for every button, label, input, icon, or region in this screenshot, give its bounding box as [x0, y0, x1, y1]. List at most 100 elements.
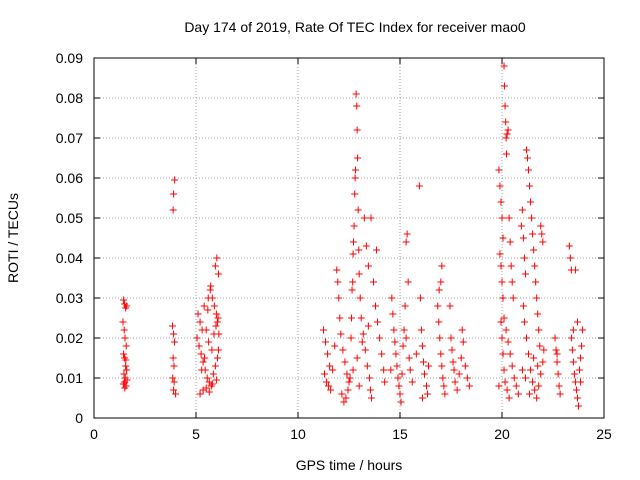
data-point-marker: [522, 334, 530, 342]
data-points: [119, 62, 587, 410]
data-point-marker: [170, 362, 178, 370]
data-point-marker: [396, 390, 404, 398]
data-point-marker: [521, 374, 529, 382]
data-point-marker: [196, 318, 204, 326]
data-point-marker: [372, 302, 380, 310]
data-point-marker: [355, 382, 363, 390]
data-point-marker: [343, 370, 351, 378]
data-point-marker: [393, 362, 401, 370]
data-point-marker: [376, 334, 384, 342]
data-point-marker: [196, 390, 204, 398]
data-point-marker: [496, 182, 504, 190]
tick-labels: 0 5 10 15 20 25 0 0.01 0.02 0.03 0.04 0.05 0.06 0.07 0…: [56, 50, 612, 442]
data-point-marker: [498, 334, 506, 342]
data-point-marker: [527, 198, 535, 206]
data-point-marker: [353, 102, 361, 110]
data-point-marker: [199, 358, 207, 366]
data-point-marker: [397, 398, 405, 406]
data-point-marker: [518, 366, 526, 374]
data-point-marker: [209, 370, 217, 378]
data-point-marker: [578, 342, 586, 350]
data-point-marker: [534, 362, 542, 370]
data-point-marker: [123, 376, 131, 384]
data-point-marker: [212, 376, 220, 384]
data-point-marker: [420, 370, 428, 378]
data-point-marker: [519, 302, 527, 310]
data-point-marker: [553, 350, 561, 358]
chart-title: Day 174 of 2019, Rate Of TEC Index for r…: [184, 19, 526, 35]
data-point-marker: [536, 342, 544, 350]
data-point-marker: [502, 326, 510, 334]
data-point-marker: [201, 354, 209, 362]
data-point-marker: [506, 238, 514, 246]
data-point-marker: [399, 342, 407, 350]
data-point-marker: [532, 278, 540, 286]
data-point-marker: [463, 374, 471, 382]
data-point-marker: [498, 278, 506, 286]
data-point-marker: [195, 342, 203, 350]
data-point-marker: [569, 326, 577, 334]
data-point-marker: [566, 254, 574, 262]
data-point-marker: [425, 362, 433, 370]
data-point-marker: [458, 326, 466, 334]
data-point-marker: [367, 214, 375, 222]
data-point-marker: [448, 346, 456, 354]
data-point-marker: [408, 378, 416, 386]
data-point-marker: [369, 278, 377, 286]
data-point-marker: [437, 278, 445, 286]
data-point-marker: [169, 206, 177, 214]
data-point-marker: [496, 250, 504, 258]
data-point-marker: [194, 310, 202, 318]
data-point-marker: [329, 366, 337, 374]
data-point-marker: [349, 238, 357, 246]
data-point-marker: [576, 366, 584, 374]
data-point-marker: [337, 330, 345, 338]
data-point-marker: [526, 182, 534, 190]
data-point-marker: [121, 384, 129, 392]
data-point-marker: [334, 278, 342, 286]
data-point-marker: [402, 334, 410, 342]
data-point-marker: [403, 230, 411, 238]
data-point-marker: [339, 346, 347, 354]
y-tick-label: 0.09: [56, 50, 83, 66]
data-point-marker: [504, 338, 512, 346]
data-point-marker: [554, 370, 562, 378]
data-point-marker: [350, 222, 358, 230]
data-point-marker: [418, 394, 426, 402]
data-point-marker: [119, 380, 127, 388]
data-point-marker: [434, 302, 442, 310]
data-point-marker: [577, 378, 585, 386]
data-point-marker: [521, 270, 529, 278]
data-point-marker: [497, 198, 505, 206]
data-point-marker: [501, 102, 509, 110]
data-point-marker: [419, 358, 427, 366]
data-point-marker: [402, 238, 410, 246]
data-point-marker: [200, 302, 208, 310]
data-point-marker: [320, 326, 327, 334]
x-tick-label: 25: [596, 426, 612, 442]
data-point-marker: [122, 356, 130, 364]
data-point-marker: [508, 278, 516, 286]
data-point-marker: [568, 346, 576, 354]
data-point-marker: [336, 314, 344, 322]
data-point-marker: [502, 150, 510, 158]
data-point-marker: [202, 384, 210, 392]
data-point-marker: [394, 374, 402, 382]
data-point-marker: [553, 358, 561, 366]
data-point-marker: [374, 318, 382, 326]
data-point-marker: [388, 294, 396, 302]
data-point-marker: [380, 366, 388, 374]
data-point-marker: [575, 402, 582, 410]
data-point-marker: [497, 262, 505, 270]
data-point-marker: [502, 118, 510, 126]
data-point-marker: [359, 330, 367, 338]
data-point-marker: [465, 382, 473, 390]
data-point-marker: [535, 326, 543, 334]
data-point-marker: [122, 362, 130, 370]
data-point-marker: [551, 334, 559, 342]
data-point-marker: [352, 166, 360, 174]
data-point-marker: [331, 342, 339, 350]
data-point-marker: [400, 326, 408, 334]
data-point-marker: [438, 362, 446, 370]
data-point-marker: [540, 346, 548, 354]
